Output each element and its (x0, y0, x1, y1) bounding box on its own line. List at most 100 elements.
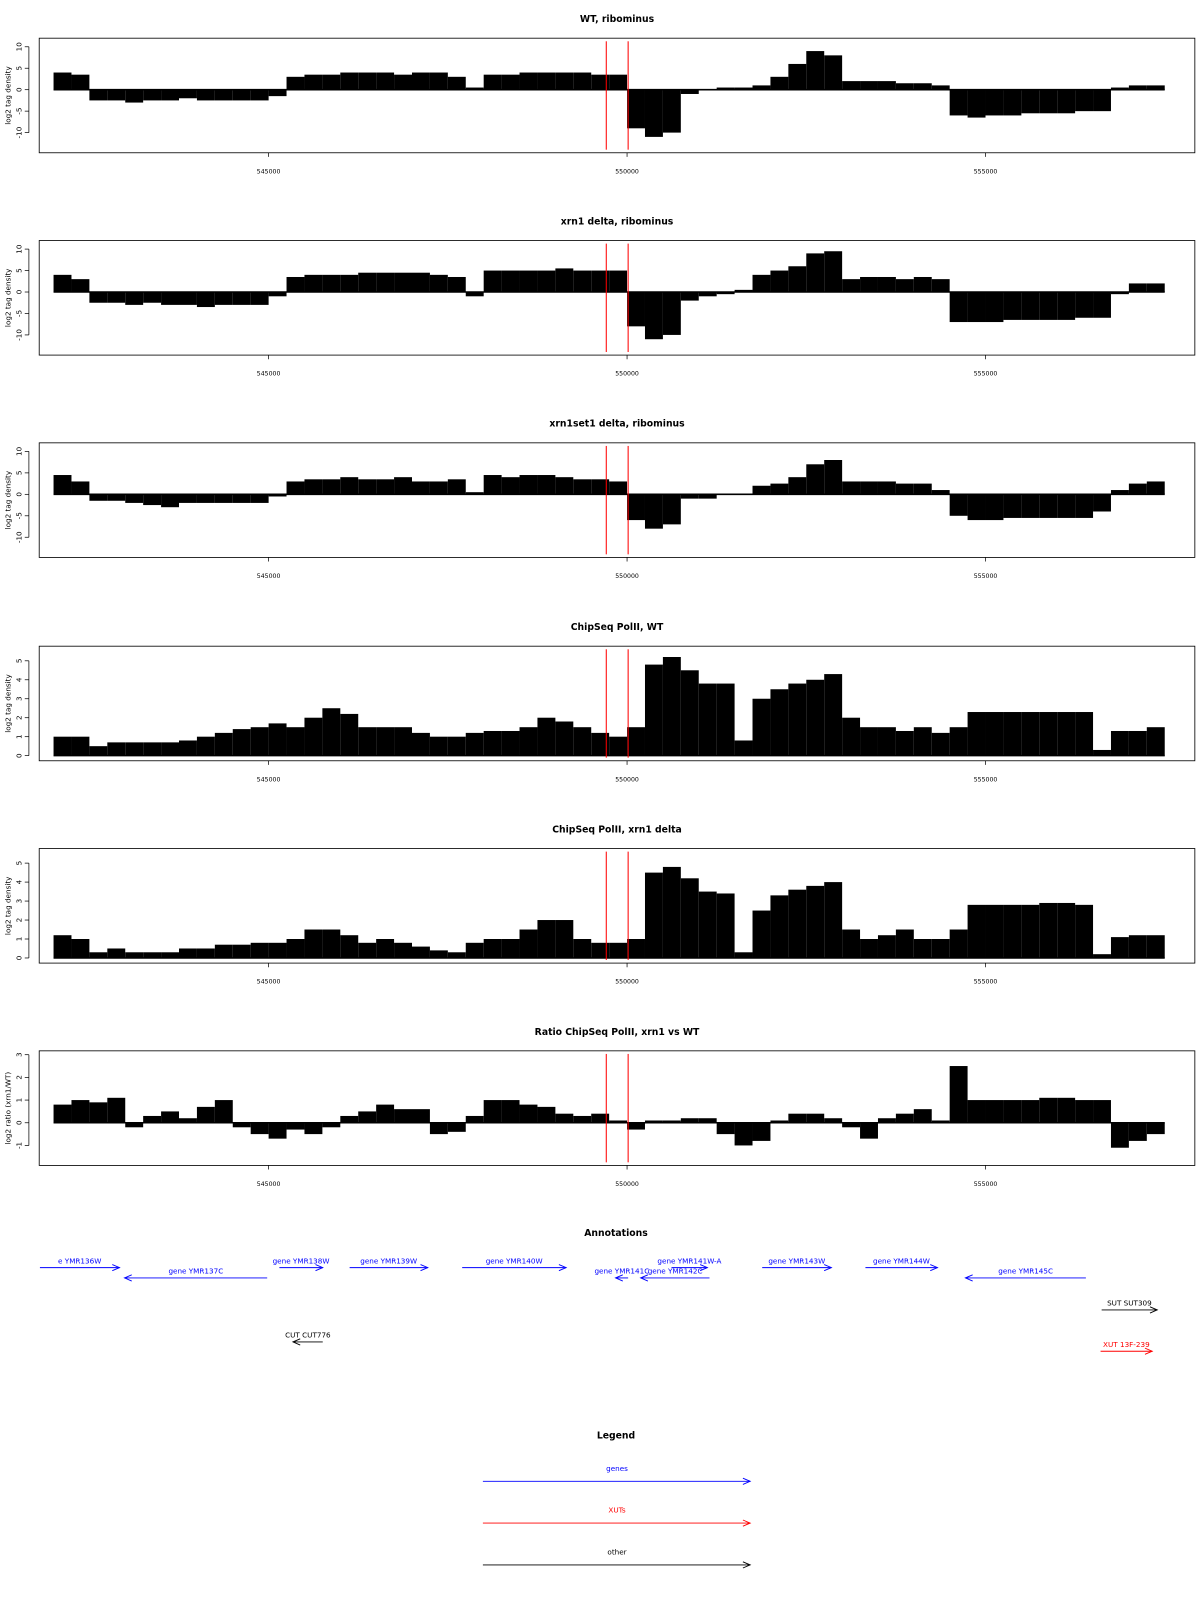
bar (609, 942, 628, 958)
bar (842, 481, 861, 495)
x-tick-label: 545000 (257, 776, 281, 783)
bar (232, 944, 251, 958)
bar (662, 494, 681, 525)
bar (501, 74, 520, 90)
bar (411, 732, 430, 756)
bar (949, 494, 968, 516)
bar (71, 736, 90, 756)
chart-title: xrn1set1 delta, ribominus (549, 419, 685, 430)
bar (680, 89, 699, 94)
bar (806, 464, 825, 495)
annotation-label: gene YMR145C (998, 1267, 1053, 1276)
bar (806, 51, 825, 90)
y-tick-label: 4 (15, 677, 24, 682)
annotation-label: gene YMR143W (768, 1256, 825, 1265)
bar (250, 292, 269, 305)
y-axis-label: log2 tag density (3, 470, 12, 529)
bar (214, 89, 233, 101)
bar (949, 292, 968, 323)
bar (286, 727, 305, 756)
bar (447, 736, 466, 756)
bar (53, 736, 72, 756)
bar (824, 251, 843, 293)
bar (465, 492, 484, 495)
bar (143, 292, 162, 303)
bar (1039, 902, 1058, 958)
bar (644, 292, 663, 340)
bar (1128, 1122, 1147, 1141)
bar (1039, 89, 1058, 114)
bar (537, 72, 556, 90)
x-tick-label: 555000 (974, 776, 998, 783)
bar (161, 1111, 180, 1123)
bar (716, 87, 735, 90)
annotation-label: gene YMR137C (168, 1267, 223, 1276)
chart-title: Ratio ChipSeq PolII, xrn1 vs WT (535, 1027, 700, 1038)
bar (519, 1104, 538, 1123)
bar (1057, 494, 1076, 518)
bar (591, 74, 610, 90)
bar (662, 866, 681, 958)
bar (214, 732, 233, 756)
bar (304, 74, 323, 90)
bar (573, 72, 592, 90)
bar (806, 1113, 825, 1123)
annotation-label: gene YMR138W (273, 1256, 330, 1265)
bar (161, 952, 180, 958)
bar (268, 942, 287, 958)
bar (985, 904, 1004, 958)
bar (1146, 1122, 1165, 1135)
bar (931, 85, 950, 90)
bar (394, 942, 412, 958)
bar (734, 87, 753, 90)
bar (286, 76, 305, 90)
bar (877, 1118, 896, 1123)
y-tick-label: 2 (15, 1075, 24, 1080)
bar (967, 494, 986, 521)
bar (107, 494, 126, 501)
bar (107, 1097, 126, 1123)
y-tick-label: 5 (15, 659, 24, 664)
bar (519, 929, 538, 958)
bar (860, 81, 878, 90)
bar (824, 460, 843, 495)
x-tick-label: 545000 (257, 168, 281, 175)
y-tick-label: -5 (15, 310, 24, 317)
bar (340, 935, 359, 958)
bar (196, 89, 215, 101)
bar (1021, 712, 1040, 756)
annotation-label: e YMR136W (58, 1256, 101, 1265)
bar (161, 89, 180, 101)
bar (179, 948, 197, 958)
bar (125, 292, 144, 305)
bar (196, 1106, 215, 1123)
bar (1110, 937, 1129, 958)
bar (698, 494, 717, 499)
plot-frame (38, 848, 1196, 964)
bar (53, 72, 72, 90)
bar (447, 1122, 466, 1132)
bar (680, 494, 699, 499)
bar (483, 270, 502, 293)
bar (842, 81, 861, 90)
plot-frame (38, 1050, 1196, 1166)
bar (931, 490, 950, 495)
bar (53, 935, 72, 958)
y-tick-label: 10 (15, 244, 24, 254)
bar (143, 1115, 162, 1123)
bar (860, 1122, 878, 1139)
chart-title: ChipSeq PolII, WT (571, 622, 664, 633)
legend-label: XUTs (608, 1506, 625, 1515)
arrow-head (1149, 1306, 1159, 1314)
bar (591, 270, 610, 293)
x-tick-label: 545000 (257, 371, 281, 378)
y-tick-label: 1 (15, 734, 24, 739)
bar (806, 253, 825, 293)
bar (931, 1120, 950, 1123)
bar (232, 1122, 251, 1128)
bar (179, 494, 197, 503)
bar (824, 674, 843, 756)
bar (501, 270, 520, 293)
bar (591, 732, 610, 756)
